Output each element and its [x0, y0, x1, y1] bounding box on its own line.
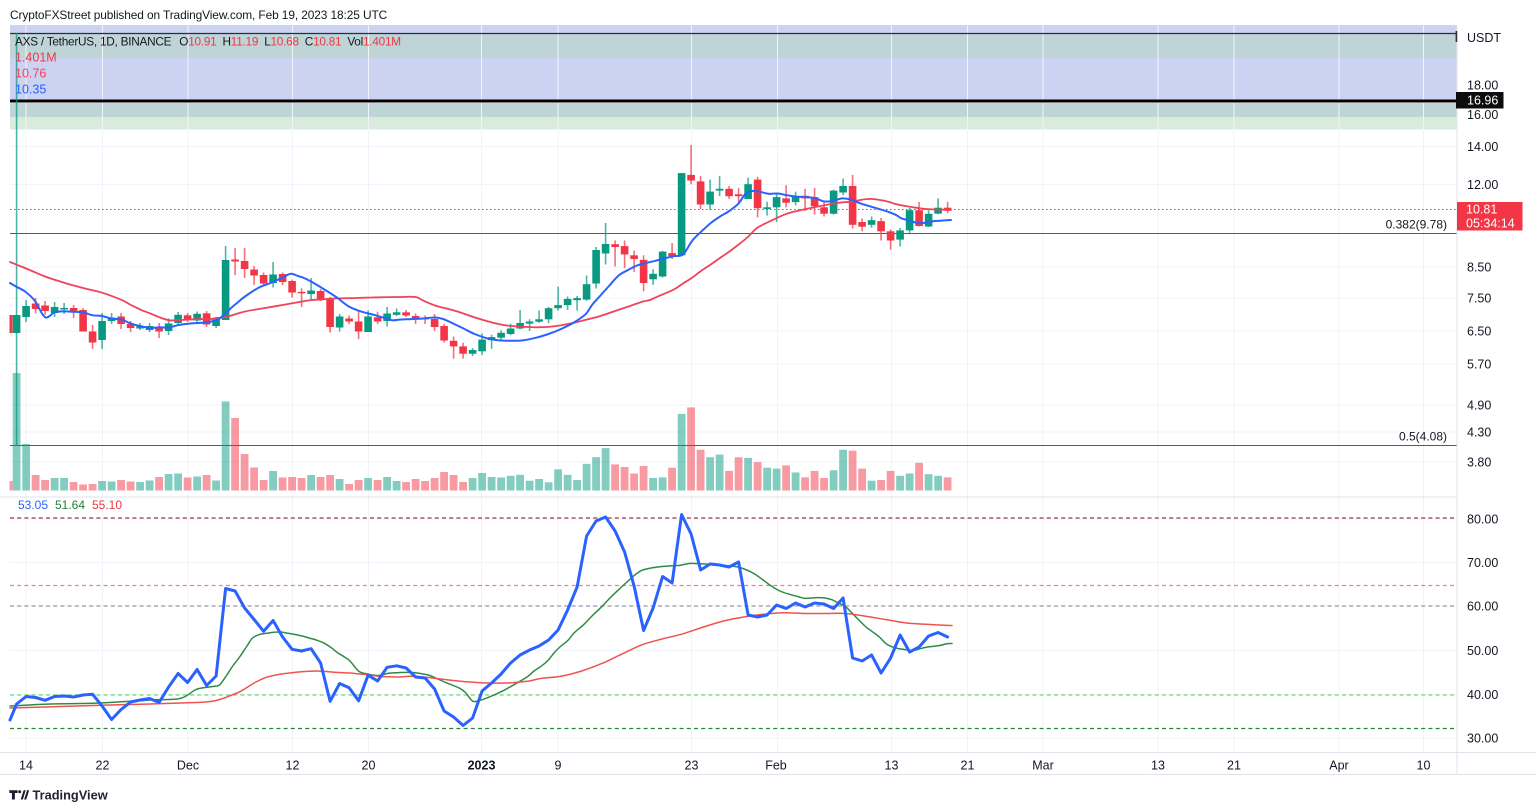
svg-text:7.50: 7.50: [1467, 291, 1491, 305]
svg-text:13: 13: [885, 759, 899, 773]
svg-text:21: 21: [961, 759, 975, 773]
svg-text:12.00: 12.00: [1467, 178, 1498, 192]
svg-text:1.401M: 1.401M: [15, 51, 57, 65]
svg-text:22: 22: [96, 759, 110, 773]
svg-text:8.50: 8.50: [1467, 260, 1491, 274]
svg-text:18.00: 18.00: [1467, 78, 1498, 92]
svg-text:4.30: 4.30: [1467, 425, 1491, 439]
svg-text:13: 13: [1151, 759, 1165, 773]
svg-text:TradingView: TradingView: [33, 788, 108, 803]
svg-text:70.00: 70.00: [1467, 556, 1498, 570]
svg-text:05:34:14: 05:34:14: [1466, 217, 1515, 231]
svg-text:Feb: Feb: [765, 759, 787, 773]
svg-text:Dec: Dec: [177, 759, 199, 773]
svg-text:10.35: 10.35: [15, 83, 46, 97]
svg-text:5.70: 5.70: [1467, 357, 1491, 371]
svg-text:10: 10: [1417, 759, 1431, 773]
svg-text:CryptoFXStreet published on Tr: CryptoFXStreet published on TradingView.…: [10, 8, 388, 22]
svg-text:12: 12: [286, 759, 300, 773]
svg-text:2023: 2023: [468, 759, 496, 773]
svg-text:55.10: 55.10: [92, 498, 122, 512]
svg-text:21: 21: [1227, 759, 1241, 773]
svg-text:10.81: 10.81: [1466, 203, 1497, 217]
svg-text:9: 9: [555, 759, 562, 773]
svg-text:Mar: Mar: [1032, 759, 1054, 773]
svg-text:3.80: 3.80: [1467, 455, 1491, 469]
svg-text:USDT: USDT: [1467, 31, 1501, 45]
svg-text:16.00: 16.00: [1467, 108, 1498, 122]
svg-text:Apr: Apr: [1329, 759, 1348, 773]
svg-text:23: 23: [685, 759, 699, 773]
svg-text:30.00: 30.00: [1467, 731, 1498, 745]
svg-text:50.00: 50.00: [1467, 644, 1498, 658]
svg-text:0.5(4.08): 0.5(4.08): [1399, 430, 1447, 444]
svg-text:80.00: 80.00: [1467, 512, 1498, 526]
svg-text:20: 20: [362, 759, 376, 773]
svg-text:14.00: 14.00: [1467, 140, 1498, 154]
svg-text:60.00: 60.00: [1467, 599, 1498, 613]
svg-text:51.64: 51.64: [55, 498, 85, 512]
svg-text:0.382(9.78): 0.382(9.78): [1386, 218, 1447, 232]
svg-text:16.96: 16.96: [1467, 94, 1498, 108]
svg-text:40.00: 40.00: [1467, 688, 1498, 702]
svg-text:53.05: 53.05: [18, 498, 48, 512]
svg-text:4.90: 4.90: [1467, 398, 1491, 412]
svg-text:14: 14: [19, 759, 33, 773]
svg-text:10.76: 10.76: [15, 67, 46, 81]
svg-text:6.50: 6.50: [1467, 324, 1491, 338]
